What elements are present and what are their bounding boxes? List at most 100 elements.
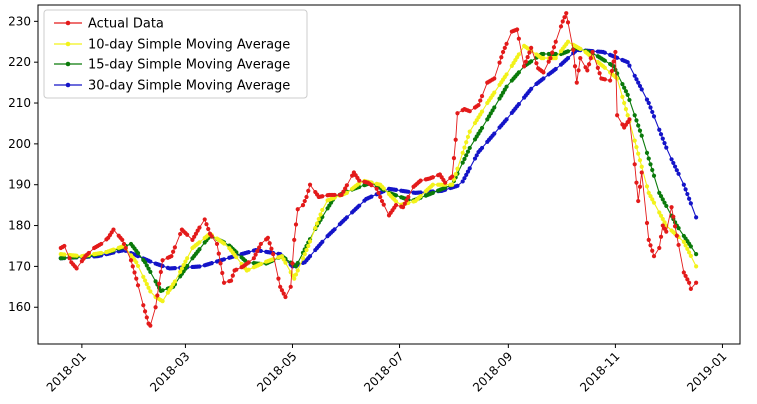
y-tick-label: 180 <box>8 219 31 233</box>
data-point <box>197 264 202 269</box>
data-point <box>576 68 581 73</box>
data-point <box>553 39 558 44</box>
data-point <box>479 145 485 151</box>
data-point <box>541 51 546 57</box>
data-point <box>257 245 262 250</box>
data-point <box>74 253 79 258</box>
data-point <box>646 156 651 161</box>
legend-entry-actual-data: Actual Data <box>54 17 164 32</box>
data-point <box>404 198 409 203</box>
data-point <box>443 180 448 185</box>
data-point <box>142 309 148 314</box>
data-point <box>465 134 471 140</box>
data-point <box>634 77 639 82</box>
data-point <box>460 160 465 165</box>
data-point <box>185 232 190 237</box>
data-point <box>369 194 374 199</box>
data-point <box>278 284 283 289</box>
data-point <box>504 72 509 77</box>
data-point <box>307 182 313 187</box>
data-point <box>602 58 607 63</box>
data-point <box>694 252 699 257</box>
data-point <box>320 207 325 213</box>
series-actual-data <box>58 11 699 328</box>
data-point <box>516 52 521 57</box>
data-point <box>111 227 116 232</box>
data-point <box>660 223 665 228</box>
data-point <box>276 276 281 281</box>
data-point <box>172 279 177 284</box>
data-point <box>694 280 699 285</box>
data-point <box>644 220 650 226</box>
data-point <box>295 207 300 212</box>
data-point <box>627 63 632 68</box>
data-point <box>148 289 153 294</box>
data-point <box>344 215 349 220</box>
data-point <box>234 255 239 260</box>
data-point <box>529 86 534 91</box>
data-point <box>181 262 186 268</box>
legend-entry-15-day-sma: 15-day Simple Moving Average <box>54 58 290 73</box>
data-point <box>462 176 467 181</box>
legend-swatch-marker <box>65 61 71 67</box>
data-point <box>687 196 692 201</box>
data-point <box>688 201 693 206</box>
data-point <box>627 117 632 122</box>
data-point <box>565 49 571 54</box>
data-point <box>462 156 467 162</box>
data-point <box>221 257 227 262</box>
data-point <box>369 183 374 188</box>
data-point <box>637 128 643 133</box>
data-point <box>662 220 667 225</box>
data-point <box>636 123 641 128</box>
data-point <box>637 158 643 163</box>
data-point <box>255 248 260 254</box>
data-point <box>683 243 688 248</box>
data-point <box>664 203 669 209</box>
data-point <box>153 279 158 284</box>
data-point <box>558 24 564 29</box>
data-point <box>646 237 651 242</box>
data-point <box>246 267 251 272</box>
data-point <box>648 194 653 199</box>
data-point <box>464 140 469 145</box>
data-point <box>142 260 148 265</box>
data-point <box>553 51 558 57</box>
y-tick-label: 190 <box>8 178 31 192</box>
data-point <box>565 56 571 61</box>
data-point <box>685 246 690 251</box>
data-point <box>111 247 116 252</box>
data-point <box>450 182 455 187</box>
data-point <box>646 100 651 106</box>
legend: Actual Data 10-day Simple Moving Average… <box>43 9 308 99</box>
data-point <box>622 85 627 90</box>
y-tick-label: 170 <box>8 259 31 273</box>
data-point <box>620 94 625 99</box>
data-point <box>525 54 530 60</box>
data-point <box>504 84 509 89</box>
x-axis: 2018-01 2018-03 2018-05 2018-07 2018-09 2018-… <box>44 344 730 395</box>
data-point <box>62 255 67 261</box>
data-point <box>681 239 686 244</box>
data-point <box>608 78 613 83</box>
data-point <box>430 190 435 195</box>
data-point <box>467 166 472 171</box>
data-point <box>158 269 163 275</box>
data-point <box>393 193 399 198</box>
data-point <box>148 259 153 264</box>
data-point <box>644 97 650 102</box>
data-point <box>590 49 595 55</box>
data-point <box>293 264 299 269</box>
data-point <box>344 183 349 188</box>
data-point <box>609 68 614 74</box>
data-point <box>313 225 318 231</box>
data-point <box>314 221 320 226</box>
data-point <box>465 169 471 174</box>
data-point <box>406 194 411 200</box>
data-point <box>683 273 688 279</box>
data-point <box>292 237 297 242</box>
y-tick-label: 230 <box>8 14 31 28</box>
data-point <box>657 127 662 132</box>
data-point <box>121 241 127 247</box>
data-point <box>357 203 362 208</box>
